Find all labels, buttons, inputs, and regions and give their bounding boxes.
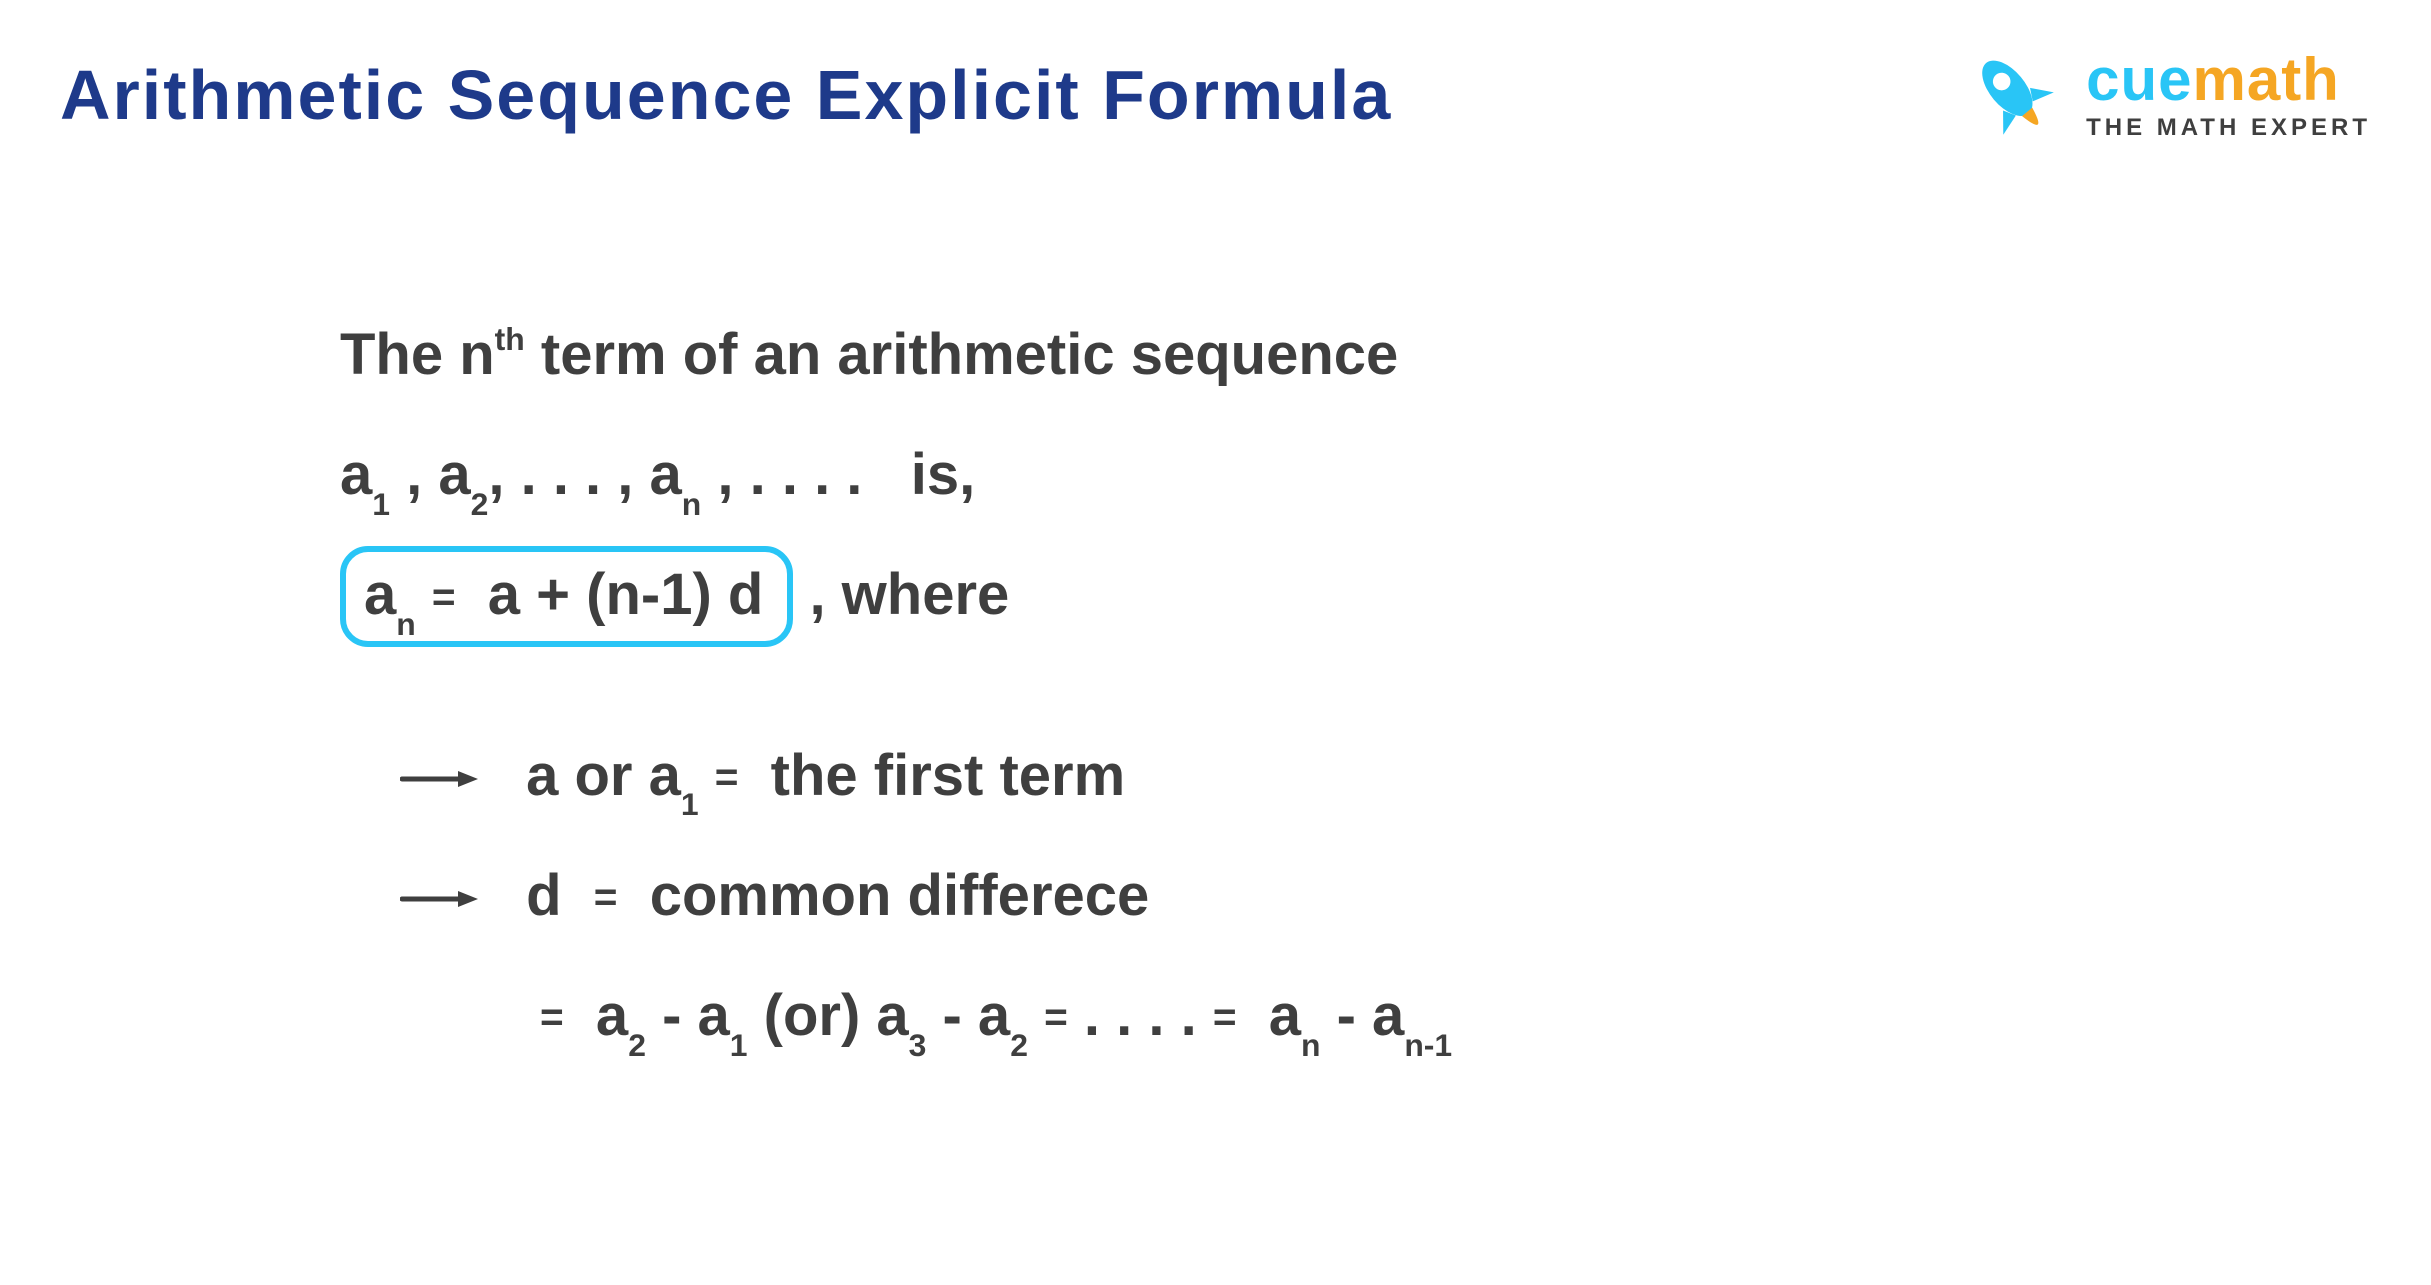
intro-line: The nth term of an arithmetic sequence bbox=[340, 300, 1452, 410]
brand-text: cuemath THE MATH EXPERT bbox=[2086, 50, 2371, 140]
def-common-diff: d = common differece bbox=[400, 841, 1452, 951]
rocket-icon bbox=[1958, 40, 2068, 150]
arrow-icon bbox=[400, 769, 480, 789]
arrow-icon bbox=[400, 889, 480, 909]
formula-tail: , where bbox=[793, 562, 1009, 627]
intro-sup: th bbox=[495, 321, 525, 357]
intro-pre: The n bbox=[340, 322, 495, 387]
brand-name: cuemath bbox=[2086, 50, 2371, 110]
formula-highlight-box: an = a + (n-1) d bbox=[340, 546, 793, 646]
brand-cue: cue bbox=[2086, 46, 2192, 113]
formula-line: an = a + (n-1) d , where bbox=[340, 540, 1452, 650]
infographic-page: Arithmetic Sequence Explicit Formula cue… bbox=[0, 0, 2431, 1285]
def-first-term: a or a1 = the first term bbox=[400, 721, 1452, 831]
content-block: The nth term of an arithmetic sequence a… bbox=[340, 300, 1452, 1081]
page-title: Arithmetic Sequence Explicit Formula bbox=[60, 55, 1392, 135]
def-diff-expansion: = a2 - a1 (or) a3 - a2 = . . . . = an - … bbox=[540, 961, 1452, 1071]
intro-post: term of an arithmetic sequence bbox=[525, 322, 1398, 387]
definitions-block: a or a1 = the first term d = common diff… bbox=[340, 721, 1452, 1072]
brand-logo: cuemath THE MATH EXPERT bbox=[1958, 40, 2371, 150]
sequence-line: a1 , a2, . . . , an , . . . . is, bbox=[340, 420, 1452, 530]
brand-tagline: THE MATH EXPERT bbox=[2086, 116, 2371, 140]
brand-math: math bbox=[2192, 46, 2339, 113]
